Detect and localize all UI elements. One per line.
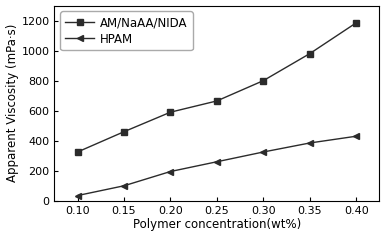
AM/NaAA/NIDA [122, 130, 126, 133]
X-axis label: Polymer concentration(wt%): Polymer concentration(wt%) [133, 219, 301, 232]
HPAM [122, 184, 126, 187]
HPAM [75, 194, 80, 197]
Line: AM/NaAA/NIDA: AM/NaAA/NIDA [74, 19, 360, 155]
HPAM [214, 160, 219, 163]
AM/NaAA/NIDA [354, 21, 358, 24]
HPAM [168, 170, 173, 173]
AM/NaAA/NIDA [168, 111, 173, 114]
AM/NaAA/NIDA [261, 79, 266, 82]
AM/NaAA/NIDA [308, 52, 312, 55]
AM/NaAA/NIDA [75, 150, 80, 153]
HPAM [261, 150, 266, 153]
AM/NaAA/NIDA [214, 100, 219, 102]
HPAM [354, 135, 358, 138]
HPAM [308, 141, 312, 144]
Line: HPAM: HPAM [74, 133, 360, 199]
Y-axis label: Apparent Viscosity (mPa·s): Apparent Viscosity (mPa·s) [5, 24, 18, 182]
Legend: AM/NaAA/NIDA, HPAM: AM/NaAA/NIDA, HPAM [60, 11, 192, 50]
